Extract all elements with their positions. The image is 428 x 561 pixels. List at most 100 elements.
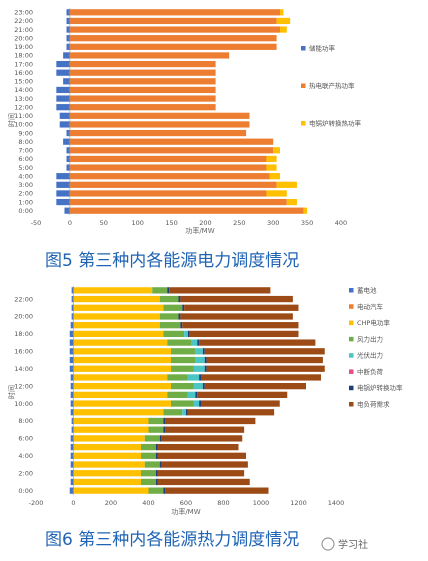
bar-segment (70, 322, 74, 329)
bar-segment (163, 417, 166, 425)
legend-label: 电锅炉转换热功率 (309, 119, 362, 128)
bar-segment (159, 322, 181, 329)
bar-segment (201, 374, 321, 381)
y-tick-label: 2:00 (18, 469, 33, 477)
bar-segment (69, 129, 247, 137)
y-tick-label: 6:00 (18, 155, 33, 163)
bar-segment (156, 443, 158, 451)
y-tick-label: 14:00 (14, 86, 33, 94)
bar-segment (70, 478, 74, 486)
bar-segment (163, 487, 166, 494)
y-tick-label: 22:00 (14, 17, 33, 25)
bar-segment (56, 60, 70, 68)
bar-segment (73, 461, 145, 468)
bar-segment (269, 173, 280, 180)
bar-segment (180, 295, 293, 303)
bar-segment (73, 435, 145, 442)
bar-segment (73, 383, 171, 390)
bar-segment (197, 339, 200, 346)
bar-segment (73, 304, 164, 311)
bar-segment (157, 478, 250, 486)
bar-segment (184, 330, 188, 338)
bar-segment (63, 78, 70, 85)
legend-label: CHP电功率 (357, 318, 390, 327)
bar-segment (73, 478, 141, 486)
bar-segment (187, 330, 190, 338)
bar-segment (204, 348, 325, 355)
watermark-logo-icon (321, 537, 335, 551)
y-tick-label: 18:00 (14, 52, 33, 60)
bar-segment (195, 356, 205, 364)
bar-segment (156, 470, 158, 477)
bar-segment (56, 95, 70, 102)
y-tick-label: 22:00 (14, 295, 33, 303)
bar-segment (204, 383, 306, 390)
legend-swatch (349, 336, 354, 342)
x-tick-label: 150 (165, 219, 177, 227)
bar-segment (73, 330, 164, 338)
bar-segment (178, 295, 181, 303)
bar-segment (182, 409, 186, 416)
chart-electric-dispatch: 0:001:002:003:004:005:006:007:008:009:00… (7, 8, 362, 235)
bar-segment (286, 198, 297, 206)
bar-segment (189, 330, 299, 338)
bar-segment (144, 435, 160, 442)
bar-segment (56, 190, 70, 197)
bar-segment (159, 435, 162, 442)
bar-segment (66, 35, 70, 42)
bar-segment (63, 138, 70, 145)
legend-label: 风力出力 (357, 334, 383, 343)
bar-segment (159, 295, 179, 303)
bar-segment (69, 155, 267, 163)
bar-segment (71, 304, 74, 311)
bar-segment (193, 383, 203, 390)
bar-segment (66, 129, 70, 137)
bar-segment (167, 339, 192, 346)
y-tick-label: 12:00 (14, 382, 33, 390)
bar-segment (56, 86, 70, 94)
y-tick-label: 10:00 (14, 121, 33, 129)
bar-segment (69, 356, 74, 364)
bar-segment (157, 452, 246, 459)
bar-segment (161, 461, 248, 468)
bar-segment (195, 348, 203, 355)
y-tick-label: 20:00 (14, 34, 33, 42)
bar-segment (148, 417, 164, 425)
bar-segment (69, 86, 216, 94)
bar-segment (56, 181, 70, 188)
y-tick-label: 3:00 (18, 181, 33, 189)
bar-segment (73, 374, 168, 381)
bar-segment (171, 348, 196, 355)
bar-segment (69, 147, 274, 154)
y-tick-label: 7:00 (18, 147, 33, 155)
bar-segment (141, 443, 156, 451)
chart-1-y-axis-title: 时间 (7, 113, 16, 127)
bar-segment (73, 295, 160, 303)
bar-segment (280, 26, 287, 33)
x-tick-label: 1200 (290, 499, 307, 507)
bar-segment (202, 348, 205, 355)
chart-2-y-axis-title: 时间 (7, 385, 16, 399)
bar-segment (56, 198, 70, 206)
y-tick-label: 12:00 (14, 103, 33, 111)
bar-segment (69, 365, 74, 372)
bar-segment (171, 356, 196, 364)
legend-swatch (349, 304, 354, 309)
bar-segment (187, 409, 275, 416)
bar-segment (73, 322, 160, 329)
bar-segment (69, 173, 270, 180)
legend-label: 热电联产热功率 (309, 81, 355, 90)
bar-segment (69, 207, 304, 214)
bar-segment (199, 374, 201, 381)
bar-segment (202, 383, 205, 390)
bar-segment (163, 426, 166, 433)
bar-segment (69, 95, 216, 102)
bar-segment (169, 287, 271, 294)
bar-segment (141, 478, 156, 486)
bar-segment (69, 26, 280, 33)
y-tick-label: 20:00 (14, 313, 33, 321)
bar-segment (191, 339, 198, 346)
x-tick-label: 0 (71, 499, 75, 507)
